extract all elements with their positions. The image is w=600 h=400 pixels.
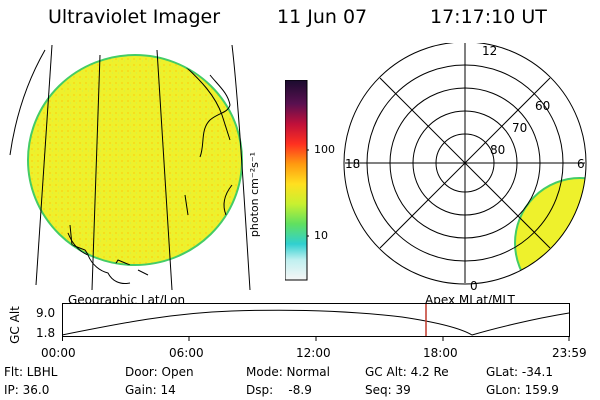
time-tick-0000: 00:00 — [41, 346, 76, 360]
timeline-ymin: 1.8 — [36, 326, 56, 340]
ip-info: IP: 36.0 — [4, 383, 50, 397]
timeline-ymax: 9.0 — [36, 306, 56, 320]
colorbar-tick-100: 100 — [314, 143, 335, 156]
gain-info: Gain: 14 — [125, 383, 176, 397]
filter-info: Flt: LBHL — [4, 365, 58, 379]
lat-label-80: 80 — [490, 143, 506, 157]
time-tick-2359: 23:59 — [552, 346, 587, 360]
geographic-image — [9, 45, 251, 290]
colorbar-unit-label: photon cm⁻²s⁻¹ — [248, 151, 262, 238]
mlt-label-0: 0 — [470, 279, 478, 293]
time-tick-0600: 06:00 — [169, 346, 204, 360]
gc-alt-info: GC Alt: 4.2 Re — [365, 365, 449, 379]
time-label: 17:17:10 UT — [430, 6, 547, 28]
lat-label-70: 70 — [512, 121, 528, 135]
mlt-label-6: 6 — [577, 157, 585, 171]
timeline-ylabel: GC Alt — [7, 306, 22, 344]
time-tick-1200: 12:00 — [296, 346, 331, 360]
glat-info: GLat: -34.1 — [486, 365, 553, 379]
mlt-label-12: 12 — [482, 44, 498, 58]
timeline-plot — [62, 303, 570, 341]
time-tick-1800: 18:00 — [423, 346, 458, 360]
colorbar-tick-10: 10 — [314, 229, 328, 242]
color-bar — [285, 80, 309, 281]
glon-info: GLon: 159.9 — [486, 383, 559, 397]
mode-info: Mode: Normal — [246, 365, 330, 379]
date-label: 11 Jun 07 — [277, 6, 368, 28]
door-info: Door: Open — [125, 365, 194, 379]
lat-label-60: 60 — [535, 99, 551, 113]
mlt-label-18: 18 — [345, 157, 361, 171]
seq-info: Seq: 39 — [365, 383, 411, 397]
dsp-info: Dsp: -8.9 — [246, 383, 312, 397]
polar-plot — [343, 43, 587, 285]
app-title: Ultraviolet Imager — [48, 6, 221, 28]
